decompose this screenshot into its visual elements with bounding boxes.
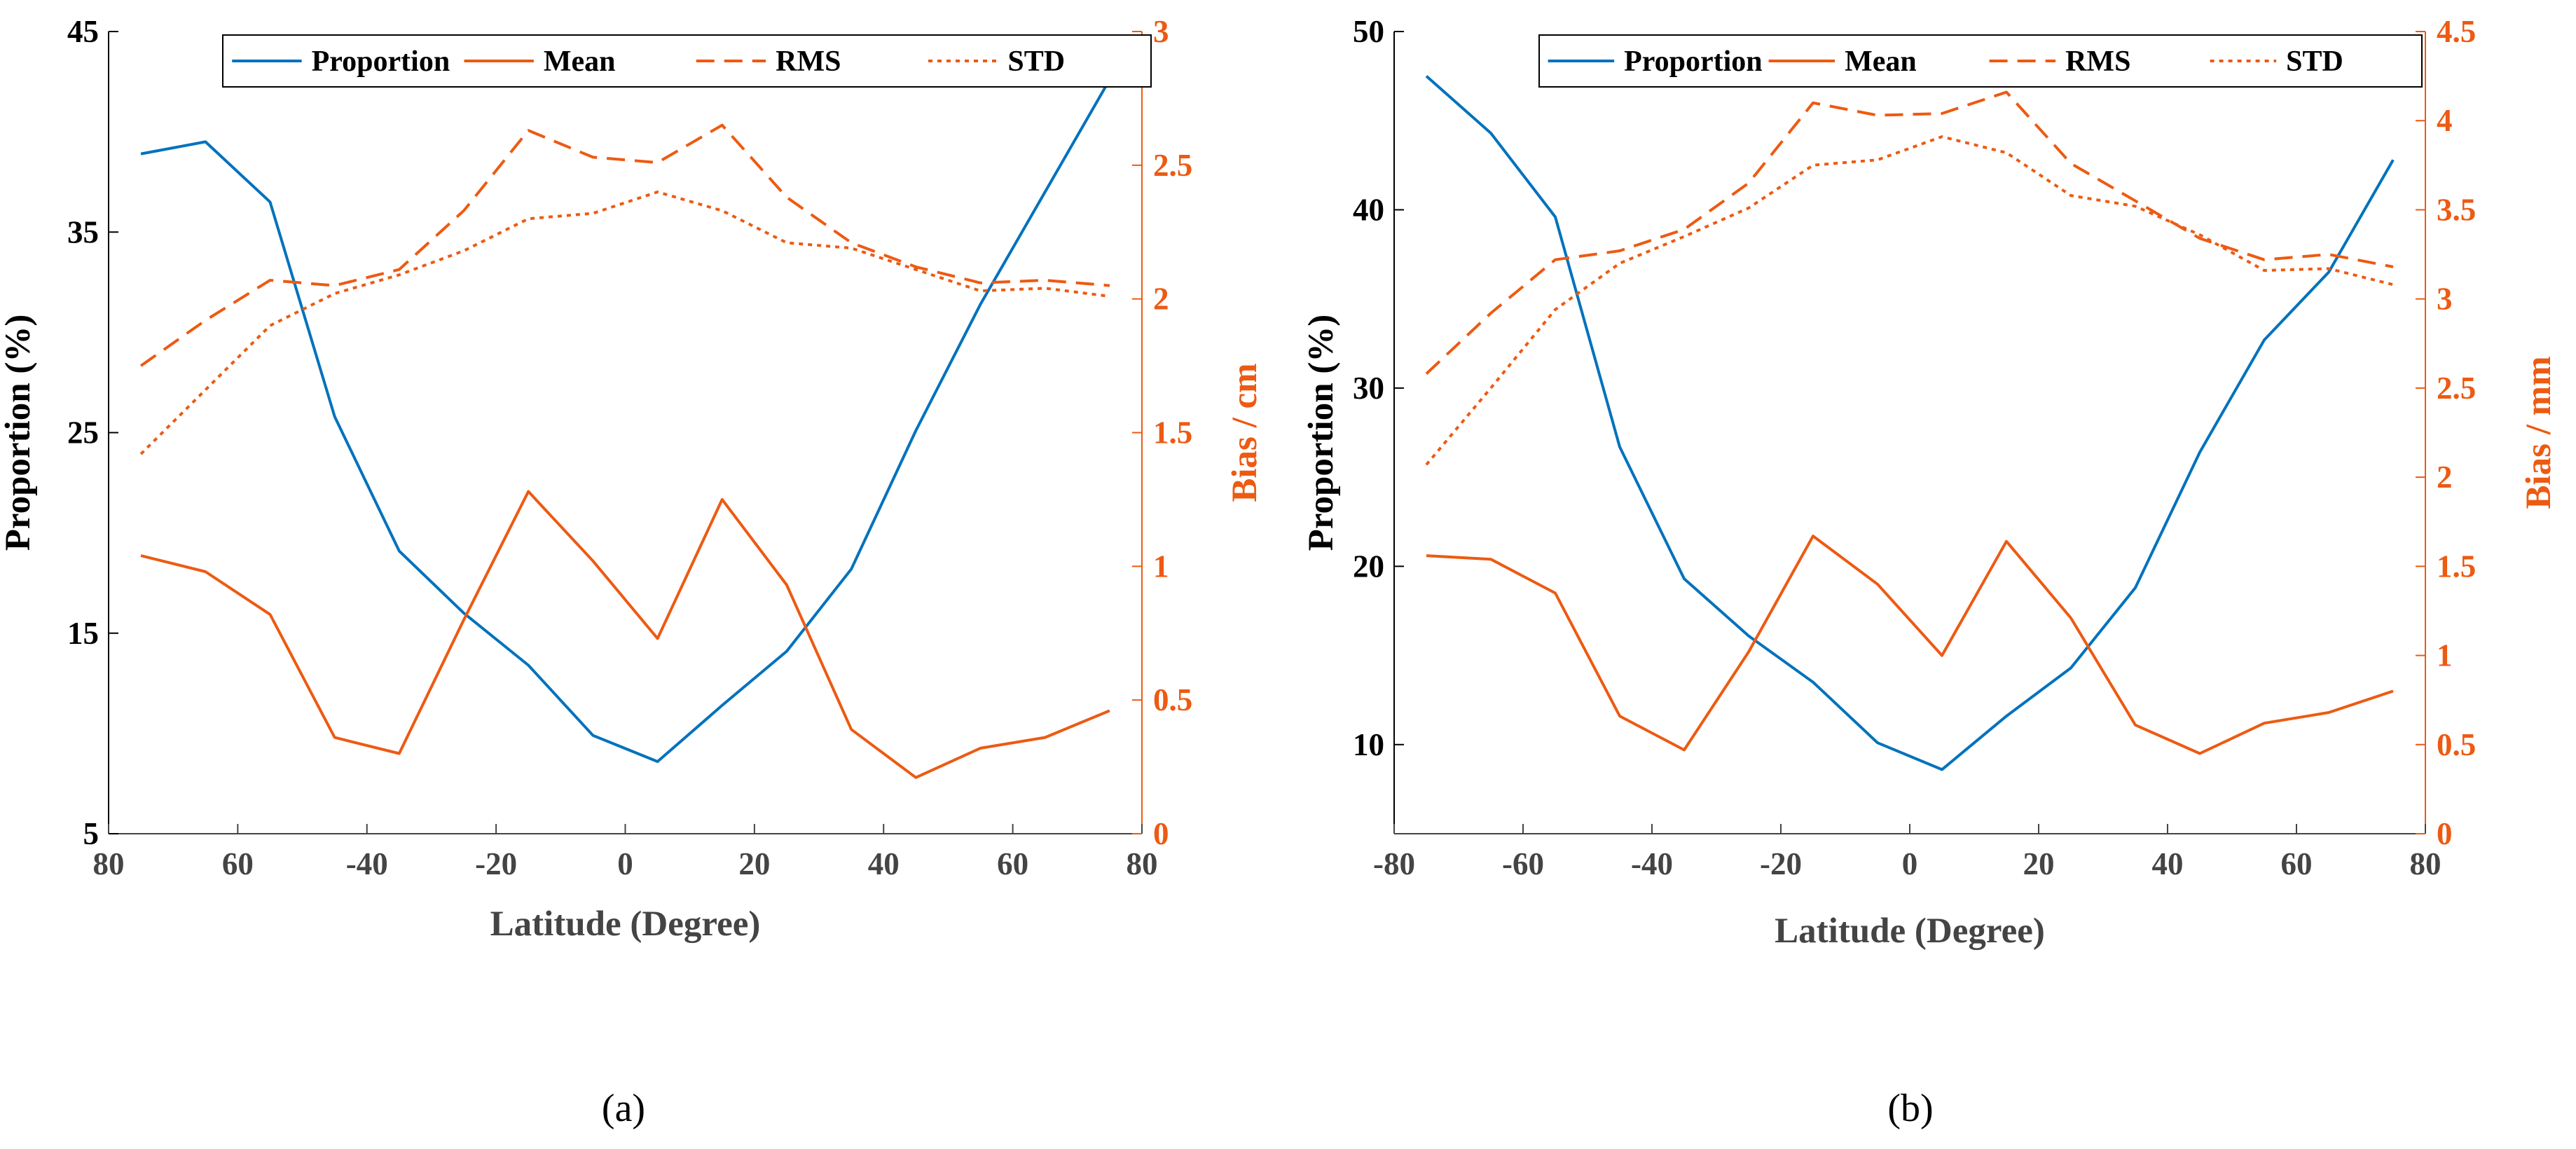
legend: Proportion Mean RMS STD bbox=[223, 35, 1151, 87]
x-tick-label: 40 bbox=[868, 846, 900, 881]
x-axis-label: Latitude (Degree) bbox=[1775, 911, 2045, 951]
y-left-tick-label: 20 bbox=[1353, 549, 1384, 584]
y-left-tick-label: 5 bbox=[83, 816, 99, 851]
y-right-tick-label: 4 bbox=[2437, 103, 2453, 138]
x-tick-label: -60 bbox=[1502, 846, 1544, 881]
x-tick-label: -40 bbox=[1631, 846, 1673, 881]
series-line-proportion bbox=[1426, 76, 2393, 770]
y-right-tick-label: 3.5 bbox=[2437, 192, 2476, 227]
legend-label-std: STD bbox=[2286, 46, 2343, 78]
chart-panel-a: 80 60 -40 -20 0 20 40 60 8051525354500.511.522.5… bbox=[0, 14, 1265, 1130]
y-right-tick-label: 4.5 bbox=[2437, 14, 2476, 49]
legend-label-mean: Mean bbox=[544, 46, 616, 78]
legend-label-rms: RMS bbox=[2065, 46, 2130, 78]
legend-label-proportion: Proportion bbox=[1624, 46, 1763, 78]
legend-label-rms: RMS bbox=[776, 46, 841, 78]
y-right-axis-label: Bias / cm bbox=[1225, 363, 1265, 502]
figure-canvas: 80 60 -40 -20 0 20 40 60 8051525354500.511.522.5… bbox=[0, 0, 2576, 1149]
y-right-tick-label: 1 bbox=[1153, 549, 1169, 584]
y-left-axis-label: Proportion (%) bbox=[1302, 315, 1341, 551]
y-right-tick-label: 0 bbox=[1153, 816, 1169, 851]
y-right-tick-label: 1.5 bbox=[2437, 549, 2476, 584]
series-line-rms bbox=[141, 125, 1110, 366]
y-right-tick-label: 3 bbox=[1153, 14, 1169, 49]
legend-label-proportion: Proportion bbox=[312, 46, 450, 78]
x-tick-label: 20 bbox=[2023, 846, 2055, 881]
legend-label-std: STD bbox=[1007, 46, 1065, 78]
series-line-proportion bbox=[141, 80, 1110, 762]
x-tick-label: 60 bbox=[222, 846, 254, 881]
panel-caption: (b) bbox=[1887, 1087, 1933, 1130]
series-line-mean bbox=[141, 492, 1110, 778]
x-tick-label: -80 bbox=[1373, 846, 1415, 881]
figure: 80 60 -40 -20 0 20 40 60 80 5 15 25 35 45 0 0.5 1 1.5 2 2.5… bbox=[0, 0, 2576, 1149]
y-left-tick-label: 40 bbox=[1353, 192, 1384, 227]
chart-panel-b: -80 -60 -40 -20 0 20 40 60 80 10 20 30 40 50 0 0.5 1 1.5 2… bbox=[1302, 14, 2558, 1130]
y-right-tick-label: 0.5 bbox=[2437, 727, 2476, 762]
y-right-tick-label: 2 bbox=[1153, 282, 1169, 317]
y-right-tick-label: 1 bbox=[2437, 638, 2453, 673]
x-tick-label: 0 bbox=[617, 846, 633, 881]
series-line-std bbox=[141, 192, 1110, 454]
panel-caption: (a) bbox=[602, 1087, 645, 1130]
y-left-tick-label: 50 bbox=[1353, 14, 1384, 49]
legend: Proportion Mean RMS STD bbox=[1539, 35, 2422, 87]
x-axis-label: Latitude (Degree) bbox=[490, 904, 761, 944]
x-tick-label: 0 bbox=[1902, 846, 1918, 881]
y-left-axis-label: Proportion (%) bbox=[0, 315, 38, 551]
y-right-tick-label: 1.5 bbox=[1153, 415, 1192, 450]
y-left-tick-label: 30 bbox=[1353, 371, 1384, 406]
x-tick-label: 80 bbox=[1127, 846, 1158, 881]
x-tick-label: 20 bbox=[738, 846, 770, 881]
y-left-tick-label: 15 bbox=[67, 616, 99, 651]
x-tick-label: 40 bbox=[2152, 846, 2184, 881]
x-tick-label: 60 bbox=[2281, 846, 2313, 881]
y-right-tick-label: 2.5 bbox=[1153, 148, 1192, 183]
x-tick-label: -20 bbox=[475, 846, 517, 881]
x-tick-label: -40 bbox=[346, 846, 388, 881]
y-right-tick-label: 0.5 bbox=[1153, 682, 1192, 717]
y-right-tick-label: 2 bbox=[2437, 460, 2453, 495]
x-tick-label: 80 bbox=[93, 846, 125, 881]
y-right-tick-label: 2.5 bbox=[2437, 371, 2476, 406]
x-tick-label: 80 bbox=[2410, 846, 2441, 881]
series-line-std bbox=[1426, 137, 2393, 465]
series-line-mean bbox=[1426, 536, 2393, 753]
series-line-rms bbox=[1426, 92, 2393, 374]
y-right-tick-label: 3 bbox=[2437, 282, 2453, 317]
x-tick-label: 60 bbox=[997, 846, 1028, 881]
y-left-tick-label: 10 bbox=[1353, 727, 1384, 762]
y-left-tick-label: 35 bbox=[67, 214, 99, 249]
legend-label-mean: Mean bbox=[1845, 46, 1917, 78]
y-left-tick-label: 25 bbox=[67, 415, 99, 450]
y-left-tick-label: 45 bbox=[67, 14, 99, 49]
y-right-axis-label: Bias / mm bbox=[2519, 356, 2558, 509]
x-tick-label: -20 bbox=[1760, 846, 1802, 881]
y-right-tick-label: 0 bbox=[2437, 816, 2453, 851]
